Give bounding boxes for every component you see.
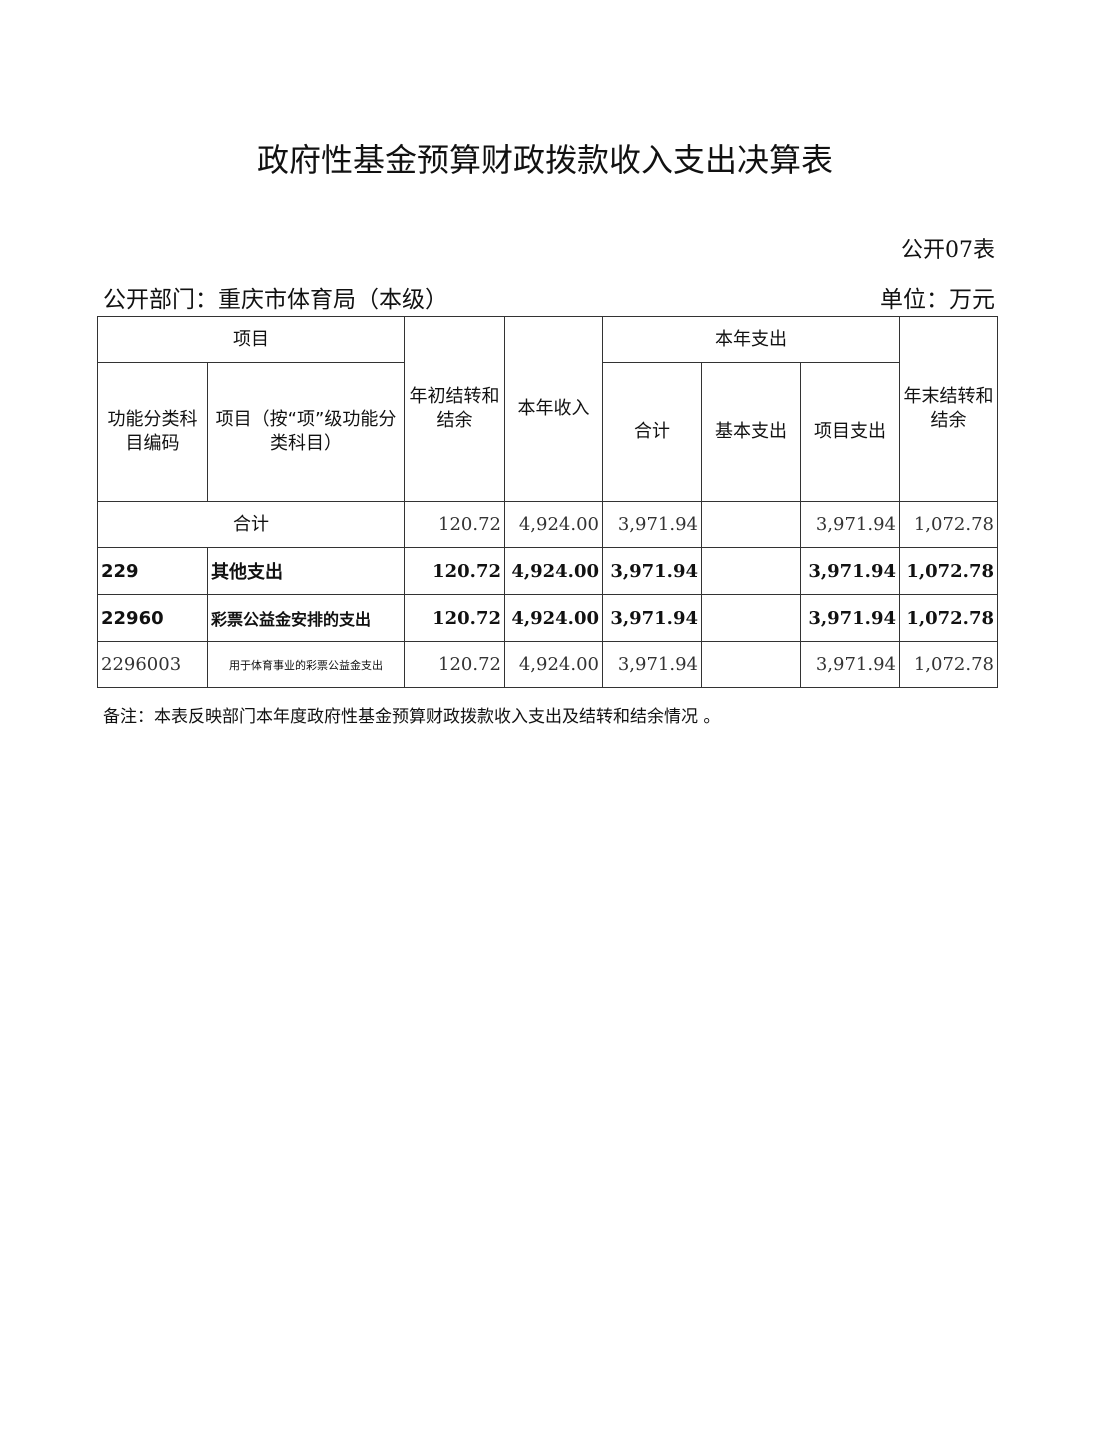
table-row: 22960 彩票公益金安排的支出 120.72 4,924.00 3,971.9… [97,594,998,642]
cell-name: 其他支出 [207,547,405,595]
cell-income: 4,924.00 [504,641,603,688]
cell-end: 1,072.78 [899,547,998,595]
cell-code: 229 [97,547,208,595]
cell-basic [701,641,801,688]
header-expense-total: 合计 [602,362,702,502]
cell-name: 用于体育事业的彩票公益金支出 [207,641,405,688]
cell-project: 3,971.94 [800,594,900,642]
cell-project: 3,971.94 [800,547,900,595]
budget-table: 项目 年初结转和结余 本年收入 本年支出 年末结转和结余 功能分类科目编码 项目… [97,316,998,688]
header-begin-balance: 年初结转和结余 [404,316,505,502]
cell-total: 3,971.94 [602,501,702,548]
cell-name: 彩票公益金安排的支出 [207,594,405,642]
cell-basic [701,501,801,548]
header-income: 本年收入 [504,316,603,502]
cell-income: 4,924.00 [504,501,603,548]
cell-end: 1,072.78 [899,501,998,548]
footnote: 备注：本表反映部门本年度政府性基金预算财政拨款收入支出及结转和结余情况 。 [103,707,721,727]
page-title: 政府性基金预算财政拨款收入支出决算表 [256,141,833,179]
cell-total: 3,971.94 [602,547,702,595]
header-basic: 基本支出 [701,362,801,502]
header-code: 功能分类科目编码 [97,362,208,502]
total-label: 合计 [97,501,405,548]
cell-total: 3,971.94 [602,594,702,642]
cell-begin: 120.72 [404,547,505,595]
cell-end: 1,072.78 [899,594,998,642]
cell-begin: 120.72 [404,594,505,642]
header-name: 项目（按“项”级功能分类科目） [207,362,405,502]
table-row: 2296003 用于体育事业的彩票公益金支出 120.72 4,924.00 3… [97,641,998,688]
cell-income: 4,924.00 [504,547,603,595]
cell-end: 1,072.78 [899,641,998,688]
table-row: 229 其他支出 120.72 4,924.00 3,971.94 3,971.… [97,547,998,595]
cell-total: 3,971.94 [602,641,702,688]
cell-income: 4,924.00 [504,594,603,642]
cell-code: 2296003 [97,641,208,688]
cell-basic [701,594,801,642]
cell-begin: 120.72 [404,501,505,548]
header-project: 项目支出 [800,362,900,502]
department-label: 公开部门：重庆市体育局（本级） [103,287,448,313]
cell-code: 22960 [97,594,208,642]
header-expense: 本年支出 [602,316,900,363]
table-row-total: 合计 120.72 4,924.00 3,971.94 3,971.94 1,0… [97,501,998,548]
cell-basic [701,547,801,595]
header-item: 项目 [97,316,405,363]
table-number: 公开07表 [901,238,995,263]
header-end-balance: 年末结转和结余 [899,316,998,502]
cell-project: 3,971.94 [800,641,900,688]
unit-label: 单位：万元 [880,287,995,313]
cell-project: 3,971.94 [800,501,900,548]
cell-begin: 120.72 [404,641,505,688]
